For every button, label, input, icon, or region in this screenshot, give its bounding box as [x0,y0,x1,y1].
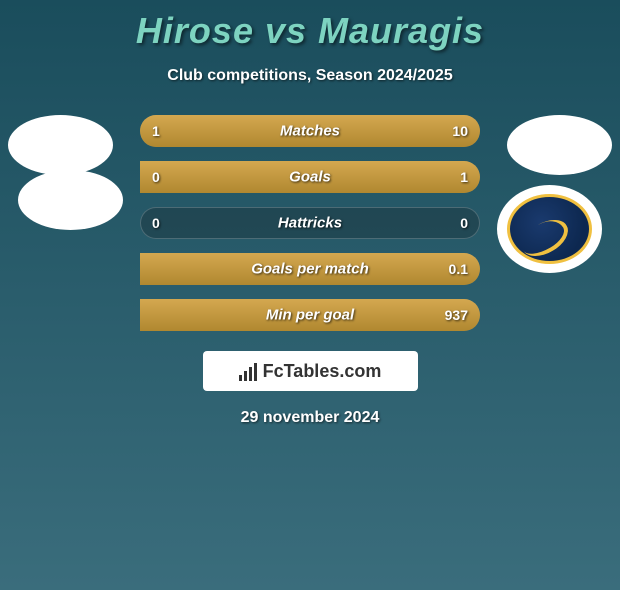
stat-row: 1 Matches 10 [140,115,480,147]
stat-row: Min per goal 937 [140,299,480,331]
stat-value-right: 1 [460,169,468,185]
stat-label: Matches [140,123,480,140]
club-left-badge [18,170,123,230]
bar-chart-icon [239,361,257,381]
stat-row: 0 Hattricks 0 [140,207,480,239]
stat-label: Goals [140,169,480,186]
stat-row: 0 Goals 1 [140,161,480,193]
mariners-logo-icon [507,194,592,264]
stat-label: Goals per match [140,261,480,278]
comparison-title: Hirose vs Mauragis [0,10,620,52]
stat-label: Hattricks [140,215,480,232]
stat-value-right: 10 [452,123,468,139]
fctables-label: FcTables.com [263,361,382,382]
comparison-subtitle: Club competitions, Season 2024/2025 [0,67,620,85]
stat-label: Min per goal [140,307,480,324]
stat-value-right: 0.1 [449,261,468,277]
stat-row: Goals per match 0.1 [140,253,480,285]
club-right-badge [497,185,602,273]
stat-value-right: 937 [445,307,468,323]
player-right-avatar [507,115,612,175]
stat-value-right: 0 [460,215,468,231]
fctables-branding[interactable]: FcTables.com [203,351,418,391]
player-left-avatar [8,115,113,175]
comparison-date: 29 november 2024 [0,409,620,427]
